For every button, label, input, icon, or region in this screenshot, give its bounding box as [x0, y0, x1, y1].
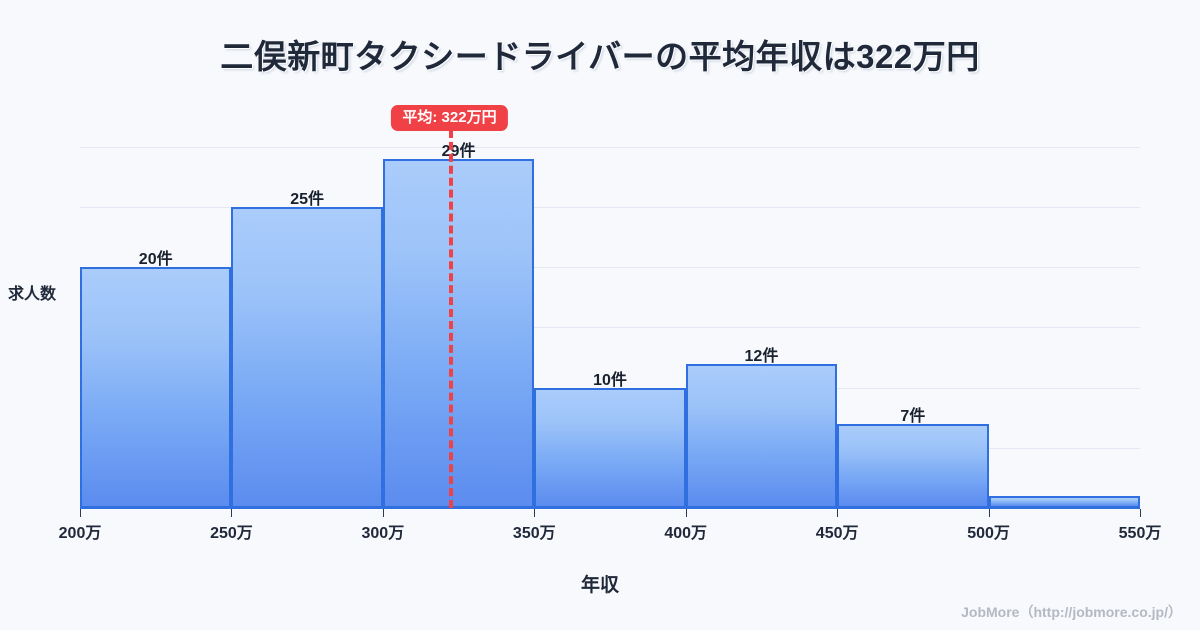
x-axis-tick-label: 550万 [1118, 525, 1162, 542]
histogram-bar [988, 495, 1140, 508]
x-axis-tick [988, 509, 990, 517]
bar-value-label: 10件 [593, 371, 627, 389]
bar-value-label: 7件 [900, 407, 926, 425]
plot-area [80, 98, 1140, 508]
x-axis-tick [534, 509, 536, 517]
bar-value-label: 12件 [744, 347, 779, 365]
x-axis-tick-label: 300万 [361, 525, 405, 542]
chart-title: 二俣新町タクシードライバーの平均年収は322万円 [220, 38, 980, 75]
x-axis-tick-label: 500万 [967, 525, 1010, 542]
x-axis-tick-label: 250万 [210, 525, 253, 542]
x-axis-title: 年収 [580, 575, 619, 596]
average-line [449, 130, 454, 508]
x-axis-tick [80, 509, 81, 517]
bar-value-label: 29件 [441, 143, 476, 160]
watermark: JobMore（http://jobmore.co.jp/） [961, 604, 1182, 620]
x-axis-tick-label: 350万 [512, 525, 556, 542]
histogram-bar [382, 159, 535, 508]
histogram-bar [685, 363, 838, 508]
x-axis-tick [382, 509, 384, 517]
gridline [80, 267, 1140, 269]
gridline [80, 327, 1140, 329]
histogram-bar [80, 267, 232, 508]
bar-value-label: 20件 [138, 251, 173, 269]
x-axis-tick-label: 400万 [664, 525, 708, 542]
histogram-bar [837, 423, 989, 508]
gridline [80, 146, 1140, 148]
x-axis-tick-label: 200万 [58, 525, 102, 542]
x-axis-tick [231, 509, 233, 517]
histogram-bar [534, 387, 686, 508]
x-axis-line [80, 507, 1140, 509]
average-badge: 平均: 322万円 [391, 105, 508, 132]
y-axis-title: 求人数 [8, 286, 57, 303]
x-axis-tick [685, 509, 687, 517]
x-axis-tick [837, 509, 839, 517]
histogram-bar [231, 207, 383, 508]
x-axis-tick-label: 450万 [815, 525, 859, 542]
gridline [80, 207, 1140, 209]
x-axis-tick [1140, 509, 1141, 517]
bar-value-label: 25件 [290, 191, 325, 209]
